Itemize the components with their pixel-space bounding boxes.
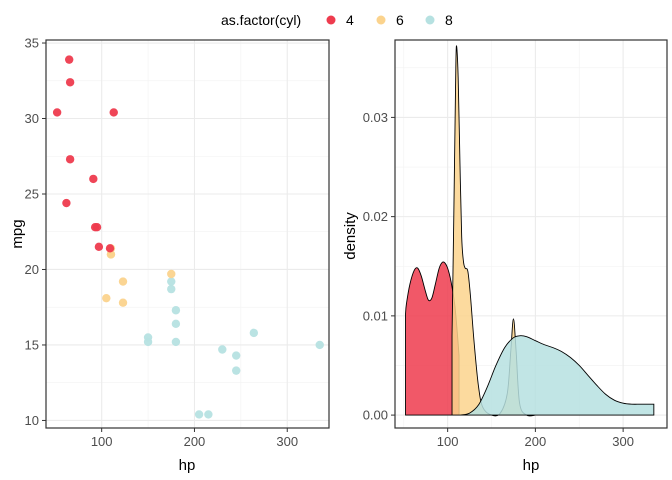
density-area-cyl-8	[460, 335, 655, 416]
scatter-point-cyl-4	[109, 108, 118, 117]
scatter-point-cyl-8	[167, 277, 176, 286]
scatter-x-axis-title: hp	[179, 457, 196, 474]
density-x-tick-label: 100	[437, 434, 459, 449]
scatter-x-tick-label: 300	[276, 434, 298, 449]
density-panel: 100 200 300 0.00 0.01 0.02 0.03	[363, 39, 668, 449]
scatter-point-cyl-8	[232, 366, 241, 375]
density-y-tick-label: 0.03	[363, 110, 388, 125]
density-x-tick-label: 300	[612, 434, 634, 449]
density-y-tick-label: 0.01	[363, 308, 388, 323]
scatter-point-cyl-4	[62, 198, 71, 208]
legend-label-4: 4	[346, 12, 354, 28]
legend-key-4	[326, 15, 336, 25]
scatter-y-tick-label: 15	[25, 337, 39, 352]
scatter-point-cyl-8	[171, 306, 181, 315]
scatter-point-cyl-4	[65, 155, 75, 164]
legend: as.factor(cyl) 4 6 8	[221, 12, 453, 28]
scatter-point-cyl-8	[171, 337, 181, 347]
density-y-tick-label: 0.02	[363, 209, 388, 224]
scatter-x-tick-label: 200	[184, 434, 206, 449]
density-area-cyl-4	[405, 261, 460, 416]
scatter-panel-border	[45, 39, 330, 429]
scatter-y-tick-label: 35	[25, 36, 39, 51]
density-area-cyl-6	[451, 45, 536, 417]
legend-key-6	[376, 15, 386, 25]
scatter-point-cyl-6	[118, 298, 128, 307]
scatter-y-tick-label: 25	[25, 186, 39, 201]
scatter-panel: 100 200 300 10 15 20 25 30 35	[25, 36, 330, 449]
density-x-tick-label: 200	[525, 434, 547, 449]
scatter-point-cyl-4	[65, 78, 75, 87]
legend-label-8: 8	[445, 12, 453, 28]
scatter-point-cyl-4	[105, 244, 115, 253]
scatter-x-tick-label: 100	[91, 434, 113, 449]
scatter-y-tick-label: 20	[25, 262, 39, 277]
scatter-point-cyl-6	[167, 269, 176, 279]
scatter-point-cyl-8	[232, 351, 241, 360]
scatter-point-cyl-8	[167, 284, 176, 294]
scatter-y-tick-label: 30	[25, 111, 39, 126]
scatter-point-cyl-4	[94, 242, 104, 252]
legend-title: as.factor(cyl)	[221, 12, 301, 28]
scatter-point-cyl-6	[102, 293, 111, 303]
legend-label-6: 6	[396, 12, 404, 28]
scatter-point-cyl-8	[204, 410, 213, 419]
scatter-point-cyl-8	[194, 410, 204, 419]
density-panel-border	[394, 39, 668, 429]
scatter-point-cyl-8	[249, 328, 259, 338]
scatter-point-cyl-8	[218, 345, 227, 354]
density-y-tick-label: 0.00	[363, 408, 388, 423]
density-x-axis-title: hp	[523, 457, 540, 474]
density-y-axis-title: density	[342, 212, 359, 260]
scatter-point-cyl-4	[64, 55, 74, 64]
scatter-point-cyl-4	[89, 174, 98, 184]
scatter-point-cyl-8	[171, 319, 181, 329]
scatter-point-cyl-4	[92, 223, 102, 232]
scatter-point-cyl-6	[118, 277, 128, 286]
legend-key-8	[425, 15, 435, 25]
scatter-y-axis-title: mpg	[9, 219, 26, 248]
scatter-point-cyl-8	[315, 340, 324, 350]
scatter-point-cyl-4	[52, 108, 62, 117]
scatter-point-cyl-8	[143, 337, 153, 347]
scatter-y-tick-label: 10	[25, 413, 39, 428]
